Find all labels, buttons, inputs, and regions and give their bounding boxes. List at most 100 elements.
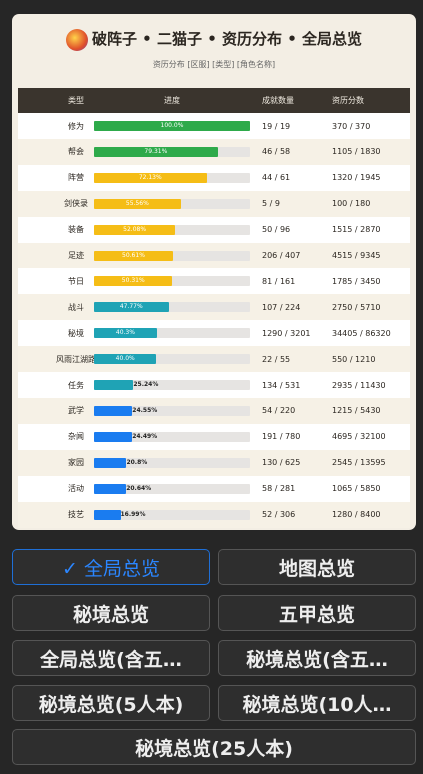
points-cell: 1065 / 5850 xyxy=(332,484,381,494)
progress-track: 50.31% xyxy=(94,276,250,287)
achievement-cell: 130 / 625 xyxy=(262,458,301,468)
progress-label: 50.61% xyxy=(122,251,145,259)
progress-label: 50.31% xyxy=(121,277,145,285)
progress-track: 25.24% xyxy=(94,380,250,390)
progress-track: 24.49% xyxy=(94,431,250,442)
type-cell: 风雨江湖路 xyxy=(56,354,96,364)
points-cell: 370 / 370 xyxy=(332,121,371,131)
points-cell: 1515 / 2870 xyxy=(332,225,381,235)
achievement-cell: 1290 / 3201 xyxy=(262,328,311,338)
points-cell: 2935 / 11430 xyxy=(332,380,386,390)
progress-track: 72.13% xyxy=(94,172,250,183)
tab-button[interactable]: ✓ 全局总览 xyxy=(12,549,210,585)
achievement-cell: 52 / 306 xyxy=(262,510,296,519)
progress-bar xyxy=(94,380,134,390)
progress-label: 20.64% xyxy=(126,484,152,492)
progress-label: 100.0% xyxy=(160,122,184,129)
tab-button[interactable]: 秘境总览(10人… xyxy=(218,685,416,721)
progress-track: 52.08% xyxy=(94,224,250,235)
table-row: 杂闻 24.49% 191 / 780 4695 / 32100 xyxy=(18,423,410,450)
column-header: 成就数量 xyxy=(262,96,294,105)
table-row: 活动 20.64% 58 / 281 1065 / 5850 xyxy=(18,475,410,502)
progress-bar xyxy=(94,354,157,365)
type-cell: 阵营 xyxy=(68,173,84,183)
progress-label: 79.31% xyxy=(144,147,168,155)
achievement-cell: 134 / 531 xyxy=(262,380,301,390)
type-cell: 活动 xyxy=(68,484,84,494)
table-row: 修为 100.0% 19 / 19 370 / 370 xyxy=(18,113,410,139)
tab-button[interactable]: 全局总览(含五… xyxy=(12,640,210,676)
progress-track: 50.61% xyxy=(94,250,250,261)
progress-bar xyxy=(94,250,173,261)
points-cell: 4515 / 9345 xyxy=(332,251,381,260)
table-row: 装备 52.08% 50 / 96 1515 / 2870 xyxy=(18,216,410,243)
progress-bar xyxy=(94,509,121,520)
progress-bar xyxy=(94,198,181,209)
table-row: 技艺 16.99% 52 / 306 1280 / 8400 xyxy=(18,501,410,528)
progress-track: 47.77% xyxy=(94,302,250,313)
achievement-cell: 22 / 55 xyxy=(262,354,291,364)
type-cell: 技艺 xyxy=(68,510,84,519)
points-cell: 1785 / 3450 xyxy=(332,276,381,286)
type-cell: 装备 xyxy=(68,225,84,235)
progress-bar xyxy=(94,172,207,183)
overview-card: 破阵子 • 二猫子 • 资历分布 • 全局总览 资历分布 [区服] [类型] [… xyxy=(12,14,416,530)
achievement-cell: 191 / 780 xyxy=(262,432,301,442)
type-cell: 足迹 xyxy=(68,251,84,260)
points-cell: 4695 / 32100 xyxy=(332,432,386,442)
progress-label: 47.77% xyxy=(119,303,143,311)
progress-track: 16.99% xyxy=(94,509,250,520)
table-row: 帮会 79.31% 46 / 58 1105 / 1830 xyxy=(18,138,410,165)
tab-button[interactable]: 秘境总览(25人本) xyxy=(12,729,416,765)
points-cell: 2545 / 13595 xyxy=(332,458,386,468)
progress-label: 24.55% xyxy=(132,406,158,414)
points-cell: 1280 / 8400 xyxy=(332,510,381,519)
table-row: 战斗 47.77% 107 / 224 2750 / 5710 xyxy=(18,294,410,321)
progress-track: 20.64% xyxy=(94,483,250,494)
column-header: 类型 xyxy=(68,96,84,105)
achievement-cell: 5 / 9 xyxy=(262,199,280,209)
app-icon xyxy=(65,28,88,51)
type-cell: 剑侠录 xyxy=(64,199,88,209)
points-cell: 2750 / 5710 xyxy=(332,302,381,312)
achievement-cell: 50 / 96 xyxy=(262,225,291,235)
tab-button[interactable]: 秘境总览(含五… xyxy=(218,640,416,676)
progress-label: 16.99% xyxy=(120,510,146,518)
tab-button[interactable]: 秘境总览 xyxy=(12,595,210,631)
points-cell: 34405 / 86320 xyxy=(332,328,391,338)
progress-label: 24.49% xyxy=(132,432,158,440)
tab-button[interactable]: 地图总览 xyxy=(218,549,416,585)
type-cell: 秘境 xyxy=(68,328,84,338)
type-cell: 家园 xyxy=(68,458,84,468)
progress-bar xyxy=(94,483,127,494)
progress-track: 20.8% xyxy=(94,457,250,468)
type-cell: 修为 xyxy=(68,121,84,131)
progress-bar xyxy=(94,431,133,442)
achievement-cell: 107 / 224 xyxy=(262,302,301,312)
table-header: 类型 进度 成就数量 资历分数 xyxy=(18,88,410,113)
type-cell: 战斗 xyxy=(68,302,84,312)
progress-track: 24.55% xyxy=(94,405,250,416)
table-row: 秘境 40.3% 1290 / 3201 34405 / 86320 xyxy=(18,320,410,347)
tab-button[interactable]: 五甲总览 xyxy=(218,595,416,631)
progress-bar xyxy=(94,146,218,157)
title: 破阵子 • 二猫子 • 资历分布 • 全局总览 xyxy=(91,30,363,48)
achievement-cell: 58 / 281 xyxy=(262,484,296,494)
points-cell: 100 / 180 xyxy=(332,199,371,209)
achievement-cell: 81 / 161 xyxy=(262,276,296,286)
table-row: 家园 20.8% 130 / 625 2545 / 13595 xyxy=(18,449,410,476)
subtitle: 资历分布 [区服] [类型] [角色名称] xyxy=(152,60,276,69)
progress-bar xyxy=(94,121,250,131)
type-cell: 杂闻 xyxy=(68,432,84,442)
progress-track: 55.56% xyxy=(94,198,250,209)
progress-bar xyxy=(94,457,127,468)
points-cell: 550 / 1210 xyxy=(332,354,376,364)
progress-label: 20.8% xyxy=(126,458,148,466)
achievement-cell: 206 / 407 xyxy=(262,251,301,260)
progress-bar xyxy=(94,405,133,416)
tab-button[interactable]: 秘境总览(5人本) xyxy=(12,685,210,721)
table-row: 风雨江湖路 40.0% 22 / 55 550 / 1210 xyxy=(18,346,410,373)
progress-label: 40.3% xyxy=(115,329,135,337)
progress-track: 100.0% xyxy=(94,121,250,131)
progress-track: 40.3% xyxy=(94,328,250,339)
